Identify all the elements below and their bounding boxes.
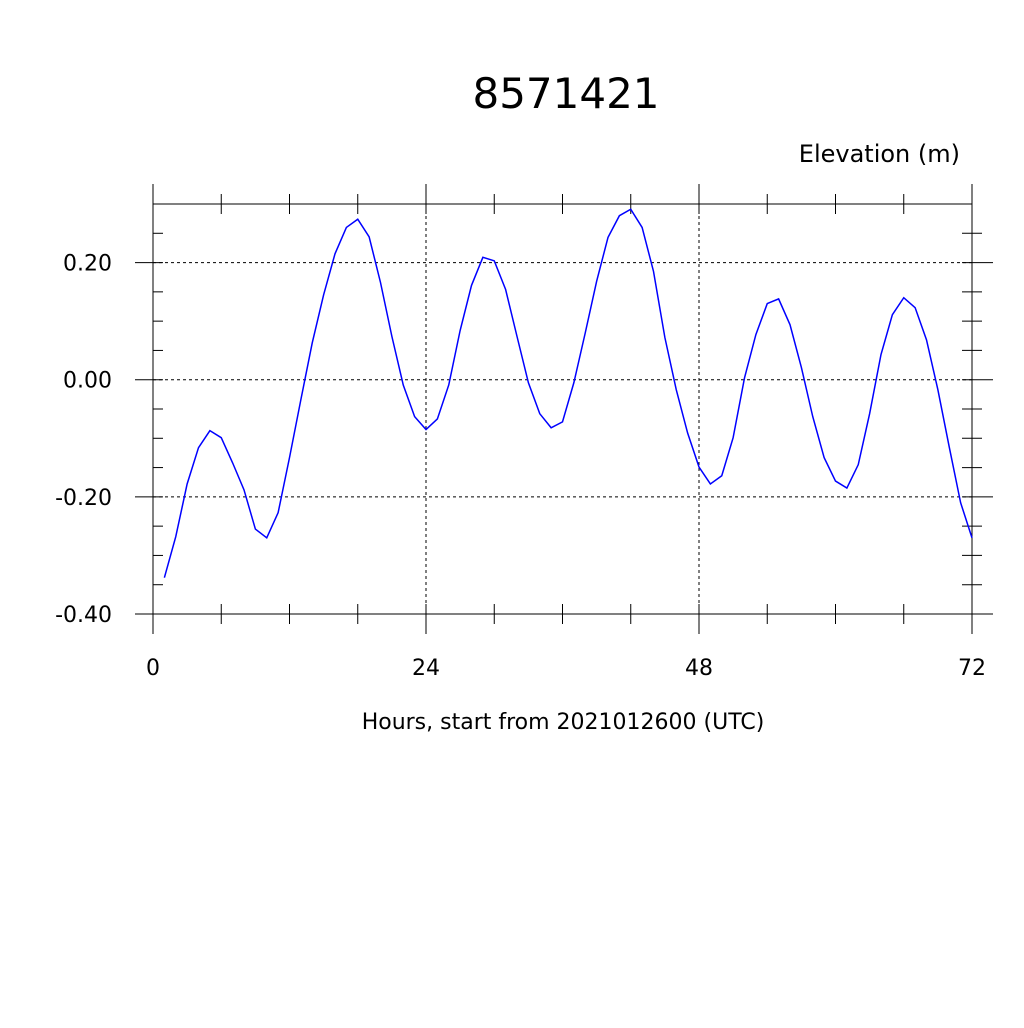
y-tick-label: 0.20 [63,252,112,277]
plot-frame [152,203,973,615]
chart-title: 8571421 [472,69,659,118]
y-tick-label: 0.00 [63,369,112,394]
data-line [163,208,973,578]
y-tick-label: -0.40 [55,603,112,628]
x-tick-label: 0 [146,656,160,681]
x-axis-label: Hours, start from 2021012600 (UTC) [362,710,765,735]
x-tick-label: 48 [685,656,713,681]
x-tick-label: 24 [412,656,440,681]
y-tick-label: -0.20 [55,486,112,511]
subtitle: Elevation (m) [799,140,960,168]
x-tick-label: 72 [958,656,986,681]
